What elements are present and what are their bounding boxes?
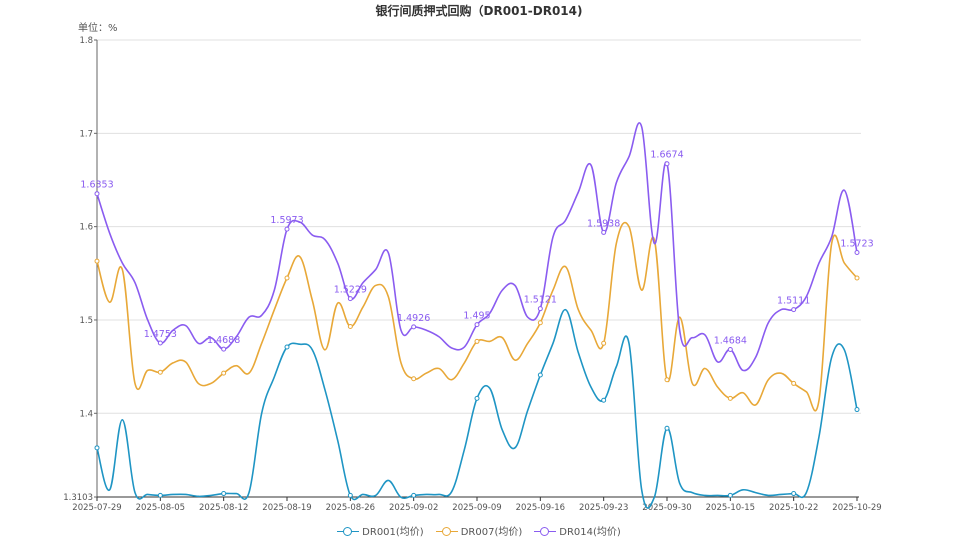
data-point-marker [537, 306, 543, 312]
data-point-marker [601, 397, 607, 403]
data-label: 1.4688 [207, 335, 240, 346]
data-point-marker [791, 307, 797, 313]
data-point-marker [854, 275, 860, 281]
legend-symbol-icon [337, 526, 360, 536]
data-point-marker [157, 340, 163, 346]
data-point-marker [284, 344, 290, 350]
data-point-marker [601, 340, 607, 346]
data-point-marker [537, 320, 543, 326]
data-point-marker [347, 323, 353, 329]
data-point-marker [664, 425, 670, 431]
legend-label: DR007(均价) [460, 527, 523, 538]
y-tick-label: 1.3103 [63, 493, 93, 503]
data-point-marker [94, 258, 100, 264]
data-label: 1.5723 [840, 238, 873, 249]
data-point-marker [854, 407, 860, 413]
y-tick-label: 1.8 [79, 36, 93, 46]
x-tick-label: 2025-07-29 [72, 503, 121, 513]
data-point-marker [157, 492, 163, 498]
data-point-marker [221, 370, 227, 376]
data-label: 1.495 [463, 311, 490, 322]
data-point-marker [347, 492, 353, 498]
x-tick-label: 2025-09-02 [389, 503, 438, 513]
legend-item-dr007[interactable]: DR007(均价) [435, 523, 523, 538]
data-point-marker [664, 161, 670, 167]
data-label: 1.4684 [714, 335, 747, 346]
x-tick-label: 2025-08-26 [326, 503, 375, 513]
data-label: 1.5973 [270, 215, 303, 226]
data-point-marker [474, 395, 480, 401]
legend-label: DR014(均价) [559, 527, 621, 538]
data-point-marker [94, 445, 100, 451]
legend-item-dr014[interactable]: DR014(均价) [534, 523, 621, 538]
chart-title: 银行间质押式回购（DR001-DR014) [375, 4, 583, 18]
data-label: 1.5121 [524, 295, 557, 306]
data-point-marker [284, 226, 290, 232]
data-point-marker [157, 369, 163, 375]
x-tick-label: 2025-08-05 [136, 503, 185, 513]
legend-symbol-icon [534, 526, 557, 536]
x-tick-label: 2025-09-16 [516, 503, 565, 513]
legend-item-dr001[interactable]: DR001(均价) [337, 523, 424, 538]
x-tick-label: 2025-09-23 [579, 503, 628, 513]
x-tick-label: 2025-09-09 [452, 503, 501, 513]
data-label: 1.5938 [587, 218, 620, 229]
data-point-marker [94, 191, 100, 197]
data-point-marker [347, 296, 353, 302]
data-point-marker [474, 322, 480, 328]
data-point-marker [411, 376, 417, 382]
data-label: 1.5111 [777, 296, 810, 307]
data-label: 1.5229 [334, 285, 367, 296]
unit-label: 单位：% [78, 23, 118, 34]
data-point-marker [664, 377, 670, 383]
data-label: 1.4926 [397, 313, 430, 324]
data-label: 1.6674 [650, 150, 683, 161]
data-point-marker [727, 395, 733, 401]
y-tick-label: 1.6 [79, 223, 93, 233]
x-tick-label: 2025-10-15 [706, 503, 755, 513]
data-point-marker [791, 380, 797, 386]
legend-symbol-icon [435, 526, 458, 536]
y-tick-label: 1.4 [79, 409, 93, 419]
data-point-marker [411, 324, 417, 330]
data-point-marker [284, 275, 290, 281]
data-point-marker [221, 491, 227, 497]
y-tick-label: 1.7 [79, 129, 93, 139]
data-point-marker [727, 346, 733, 352]
data-label: 1.4753 [144, 329, 177, 340]
x-tick-label: 2025-10-22 [769, 503, 818, 513]
legend-label: DR001(均价) [362, 527, 424, 538]
data-point-marker [854, 249, 860, 255]
data-label: 1.6353 [80, 180, 113, 191]
data-point-marker [221, 346, 227, 352]
data-point-marker [411, 492, 417, 498]
x-tick-label: 2025-10-29 [832, 503, 881, 513]
series-line-2 [96, 122, 858, 372]
x-tick-label: 2025-08-12 [199, 503, 248, 513]
data-point-marker [474, 338, 480, 344]
data-point-marker [601, 229, 607, 235]
legend: DR001(均价) DR007(均价) DR014(均价) [0, 523, 958, 538]
x-tick-label: 2025-08-19 [262, 503, 311, 513]
data-point-marker [727, 492, 733, 498]
data-point-marker [791, 491, 797, 497]
data-point-marker [537, 372, 543, 378]
y-tick-label: 1.5 [79, 316, 93, 326]
x-tick-label: 2025-09-30 [642, 503, 691, 513]
